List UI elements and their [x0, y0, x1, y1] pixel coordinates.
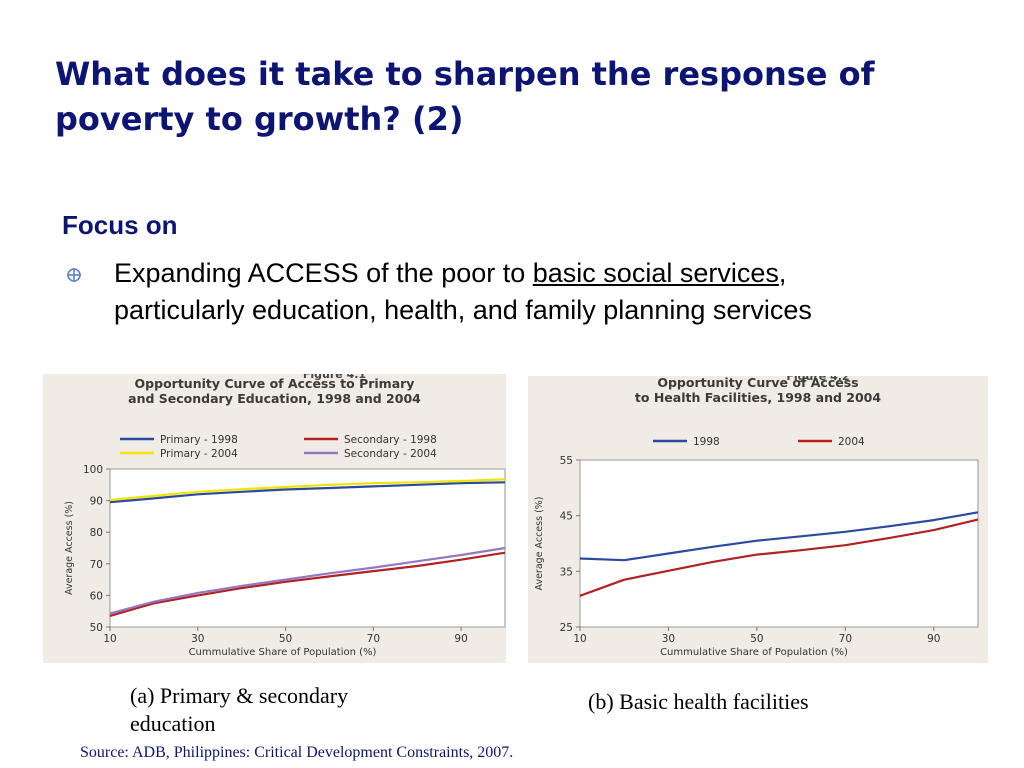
x-tick-label: 30: [662, 633, 675, 645]
y-tick-label: 55: [560, 455, 573, 467]
series-line-primary-1998: [109, 481, 506, 504]
y-axis-label: Average Access (%): [534, 496, 545, 590]
series-line-primary-2004: [109, 478, 506, 502]
bullet-text-start: Expanding ACCESS of the poor to: [114, 258, 533, 288]
health-access-chart: Figure 4.2 Opportunity Curve of Access to …: [528, 376, 988, 663]
y-tick-label: 90: [90, 496, 103, 508]
figure-label: Figure 4.1: [303, 374, 366, 381]
x-tick-label: 30: [191, 633, 204, 645]
plot-area: [109, 468, 506, 628]
chart-title-line: Opportunity Curve of Access to Primary: [135, 376, 415, 391]
plot-area: [579, 459, 979, 628]
series-line-2004: [579, 518, 979, 597]
source-note: Source: ADB, Philippines: Critical Devel…: [80, 744, 514, 761]
focus-heading: Focus on: [62, 210, 178, 240]
y-tick-label: 70: [90, 559, 103, 571]
x-tick-label: 90: [927, 633, 940, 645]
education-access-chart: Figure 4.1 Opportunity Curve of Access to…: [43, 374, 506, 663]
caption-education: (a) Primary & secondary education: [130, 683, 349, 736]
x-axis-label: Cummulative Share of Population (%): [660, 647, 848, 658]
y-tick-label: 50: [90, 622, 103, 634]
chart-title-line: Opportunity Curve of Access: [657, 376, 858, 390]
series-line-secondary-2004: [109, 546, 506, 615]
caption-health: (b) Basic health facilities: [588, 689, 809, 714]
basic-social-services-link[interactable]: basic social services: [532, 258, 779, 288]
x-tick-label: 10: [573, 633, 586, 645]
legend-label: 2004: [838, 436, 865, 448]
y-tick-label: 80: [90, 527, 103, 539]
legend-label: Primary - 2004: [160, 448, 238, 460]
y-tick-label: 100: [83, 464, 103, 476]
bullet-text: Expanding ACCESS of the poor to basic so…: [114, 255, 904, 329]
legend-label: Secondary - 1998: [344, 434, 437, 446]
bullet-text-end: , particularly education, health, and fa…: [114, 258, 812, 325]
y-tick-label: 45: [560, 511, 573, 523]
x-tick-label: 10: [103, 633, 116, 645]
y-tick-label: 60: [90, 590, 103, 602]
series-line-1998: [579, 511, 979, 562]
legend-label: Secondary - 2004: [344, 448, 437, 460]
y-tick-label: 35: [560, 566, 573, 578]
chart-title-line: and Secondary Education, 1998 and 2004: [128, 391, 421, 406]
chart-title-line: to Health Facilities, 1998 and 2004: [635, 390, 881, 405]
figure-label: Figure 4.2: [786, 376, 849, 383]
x-tick-label: 50: [279, 633, 292, 645]
x-tick-label: 70: [839, 633, 852, 645]
legend-label: 1998: [693, 436, 720, 448]
x-tick-label: 50: [750, 633, 763, 645]
crosshair-bullet-icon: [67, 268, 81, 282]
x-axis-label: Cummulative Share of Population (%): [189, 647, 377, 658]
x-tick-label: 90: [454, 633, 467, 645]
legend-label: Primary - 1998: [160, 434, 238, 446]
series-line-secondary-1998: [109, 551, 506, 617]
y-axis-label: Average Access (%): [64, 501, 75, 595]
y-tick-label: 25: [560, 622, 573, 634]
slide-title: What does it take to sharpen the respons…: [55, 55, 875, 138]
x-tick-label: 70: [367, 633, 380, 645]
